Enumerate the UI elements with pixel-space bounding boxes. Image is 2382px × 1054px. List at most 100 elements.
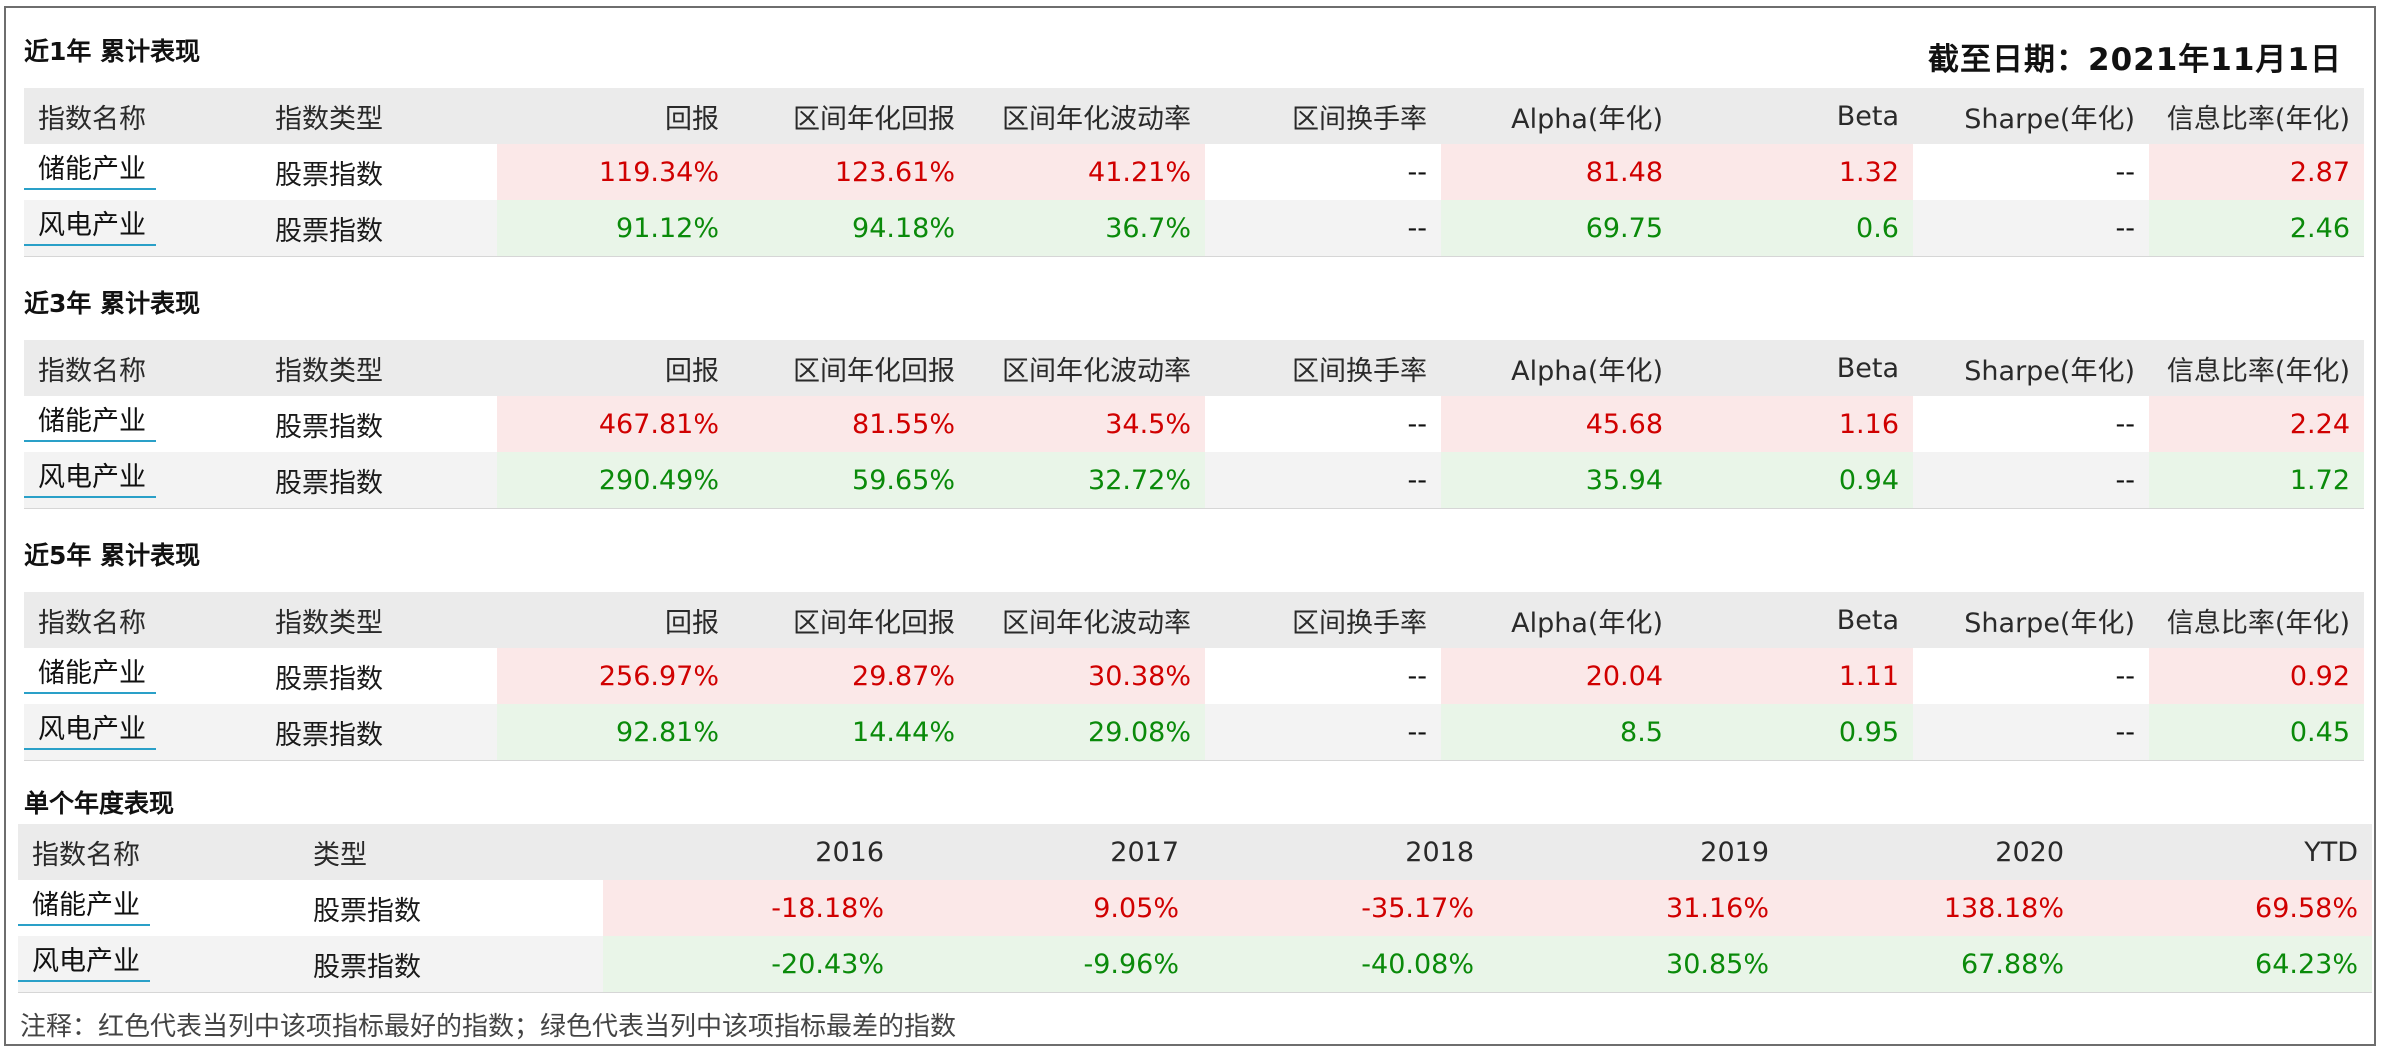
cell-ytd: 69.58% — [2078, 880, 2372, 936]
index-name-link[interactable]: 储能产业 — [18, 890, 150, 926]
cell-ir: 2.24 — [2149, 396, 2364, 452]
col-header-ytd: YTD — [2078, 824, 2372, 880]
cell-alpha: 45.68 — [1441, 396, 1677, 452]
col-header-ir: 信息比率(年化) — [2149, 340, 2364, 396]
index-name-link[interactable]: 风电产业 — [24, 714, 156, 750]
header-row: 指数名称 指数类型 回报 区间年化回报 区间年化波动率 区间换手率 Alpha(… — [24, 88, 2364, 144]
cell-2017: 9.05% — [898, 880, 1193, 936]
col-header-2020: 2020 — [1783, 824, 2078, 880]
col-header-sharpe: Sharpe(年化) — [1913, 340, 2149, 396]
table-row: 储能产业 股票指数 119.34% 123.61% 41.21% -- 81.4… — [24, 144, 2364, 200]
cell-volatility: 30.38% — [969, 648, 1205, 704]
section-title-3y: 近3年 累计表现 — [24, 289, 201, 318]
cell-2020: 67.88% — [1783, 936, 2078, 993]
cell-2019: 30.85% — [1488, 936, 1783, 993]
cell-ann-return: 123.61% — [733, 144, 969, 200]
col-header-name: 指数名称 — [24, 88, 261, 144]
cell-turnover: -- — [1205, 704, 1441, 761]
cell-2019: 31.16% — [1488, 880, 1783, 936]
col-header-volatility: 区间年化波动率 — [969, 88, 1205, 144]
index-type: 股票指数 — [313, 936, 603, 993]
col-header-2018: 2018 — [1193, 824, 1488, 880]
col-header-2017: 2017 — [898, 824, 1193, 880]
col-header-volatility: 区间年化波动率 — [969, 592, 1205, 648]
cell-ir: 1.72 — [2149, 452, 2364, 509]
cell-return: 290.49% — [497, 452, 733, 509]
cell-return: 119.34% — [497, 144, 733, 200]
col-header-beta: Beta — [1677, 340, 1913, 396]
col-header-type: 指数类型 — [261, 592, 497, 648]
cell-beta: 1.16 — [1677, 396, 1913, 452]
col-header-return: 回报 — [497, 592, 733, 648]
cell-beta: 0.6 — [1677, 200, 1913, 257]
col-header-volatility: 区间年化波动率 — [969, 340, 1205, 396]
cell-sharpe: -- — [1913, 452, 2149, 509]
cell-ir: 0.92 — [2149, 648, 2364, 704]
index-type: 股票指数 — [261, 704, 497, 761]
index-name-link[interactable]: 储能产业 — [24, 406, 156, 442]
col-header-ann-return: 区间年化回报 — [733, 340, 969, 396]
header-row: 指数名称 类型 2016 2017 2018 2019 2020 YTD — [18, 824, 2372, 880]
col-header-beta: Beta — [1677, 592, 1913, 648]
cell-volatility: 32.72% — [969, 452, 1205, 509]
table-row: 风电产业 股票指数 91.12% 94.18% 36.7% -- 69.75 0… — [24, 200, 2364, 257]
cell-beta: 0.94 — [1677, 452, 1913, 509]
cell-alpha: 81.48 — [1441, 144, 1677, 200]
cell-return: 256.97% — [497, 648, 733, 704]
cell-alpha: 20.04 — [1441, 648, 1677, 704]
cell-ann-return: 14.44% — [733, 704, 969, 761]
col-header-type: 指数类型 — [261, 88, 497, 144]
index-name-link[interactable]: 储能产业 — [24, 658, 156, 694]
cell-volatility: 34.5% — [969, 396, 1205, 452]
cell-turnover: -- — [1205, 396, 1441, 452]
table-row: 风电产业 股票指数 -20.43% -9.96% -40.08% 30.85% … — [18, 936, 2372, 993]
cell-return: 467.81% — [497, 396, 733, 452]
index-type: 股票指数 — [261, 452, 497, 509]
cell-2018: -35.17% — [1193, 880, 1488, 936]
table-row: 储能产业 股票指数 -18.18% 9.05% -35.17% 31.16% 1… — [18, 880, 2372, 936]
table-row: 储能产业 股票指数 256.97% 29.87% 30.38% -- 20.04… — [24, 648, 2364, 704]
col-header-ann-return: 区间年化回报 — [733, 592, 969, 648]
cell-ann-return: 81.55% — [733, 396, 969, 452]
index-type: 股票指数 — [275, 411, 383, 443]
cell-ir: 0.45 — [2149, 704, 2364, 761]
cell-alpha: 35.94 — [1441, 452, 1677, 509]
index-name-link[interactable]: 风电产业 — [24, 210, 156, 246]
index-type: 股票指数 — [275, 663, 383, 695]
cell-alpha: 8.5 — [1441, 704, 1677, 761]
cell-2016: -18.18% — [603, 880, 898, 936]
index-name-link[interactable]: 风电产业 — [18, 946, 150, 982]
col-header-sharpe: Sharpe(年化) — [1913, 592, 2149, 648]
index-type: 股票指数 — [275, 159, 383, 191]
section-title-5y: 近5年 累计表现 — [24, 541, 201, 570]
cell-sharpe: -- — [1913, 648, 2149, 704]
col-header-alpha: Alpha(年化) — [1441, 592, 1677, 648]
cell-ann-return: 94.18% — [733, 200, 969, 257]
cell-ir: 2.46 — [2149, 200, 2364, 257]
cell-volatility: 29.08% — [969, 704, 1205, 761]
cell-sharpe: -- — [1913, 396, 2149, 452]
section-title-annual: 单个年度表现 — [24, 789, 175, 818]
cell-sharpe: -- — [1913, 704, 2149, 761]
index-type: 股票指数 — [261, 200, 497, 257]
cell-turnover: -- — [1205, 144, 1441, 200]
header-row: 指数名称 指数类型 回报 区间年化回报 区间年化波动率 区间换手率 Alpha(… — [24, 592, 2364, 648]
index-name-link[interactable]: 储能产业 — [24, 154, 156, 190]
col-header-ann-return: 区间年化回报 — [733, 88, 969, 144]
col-header-beta: Beta — [1677, 88, 1913, 144]
table-annual: 指数名称 类型 2016 2017 2018 2019 2020 YTD 储能产… — [18, 824, 2372, 993]
col-header-return: 回报 — [497, 340, 733, 396]
index-type: 股票指数 — [313, 895, 421, 927]
index-name-link[interactable]: 风电产业 — [24, 462, 156, 498]
cell-sharpe: -- — [1913, 200, 2149, 257]
cell-ann-return: 59.65% — [733, 452, 969, 509]
cell-2020: 138.18% — [1783, 880, 2078, 936]
table-1y: 指数名称 指数类型 回报 区间年化回报 区间年化波动率 区间换手率 Alpha(… — [24, 88, 2364, 257]
cell-beta: 1.32 — [1677, 144, 1913, 200]
col-header-turnover: 区间换手率 — [1205, 340, 1441, 396]
table-5y: 指数名称 指数类型 回报 区间年化回报 区间年化波动率 区间换手率 Alpha(… — [24, 592, 2364, 761]
col-header-ir: 信息比率(年化) — [2149, 88, 2364, 144]
footnote: 注释：红色代表当列中该项指标最好的指数；绿色代表当列中该项指标最差的指数 — [20, 1012, 957, 1042]
col-header-alpha: Alpha(年化) — [1441, 340, 1677, 396]
cell-sharpe: -- — [1913, 144, 2149, 200]
